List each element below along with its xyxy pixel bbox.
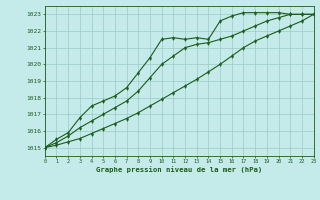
X-axis label: Graphe pression niveau de la mer (hPa): Graphe pression niveau de la mer (hPa): [96, 167, 262, 173]
